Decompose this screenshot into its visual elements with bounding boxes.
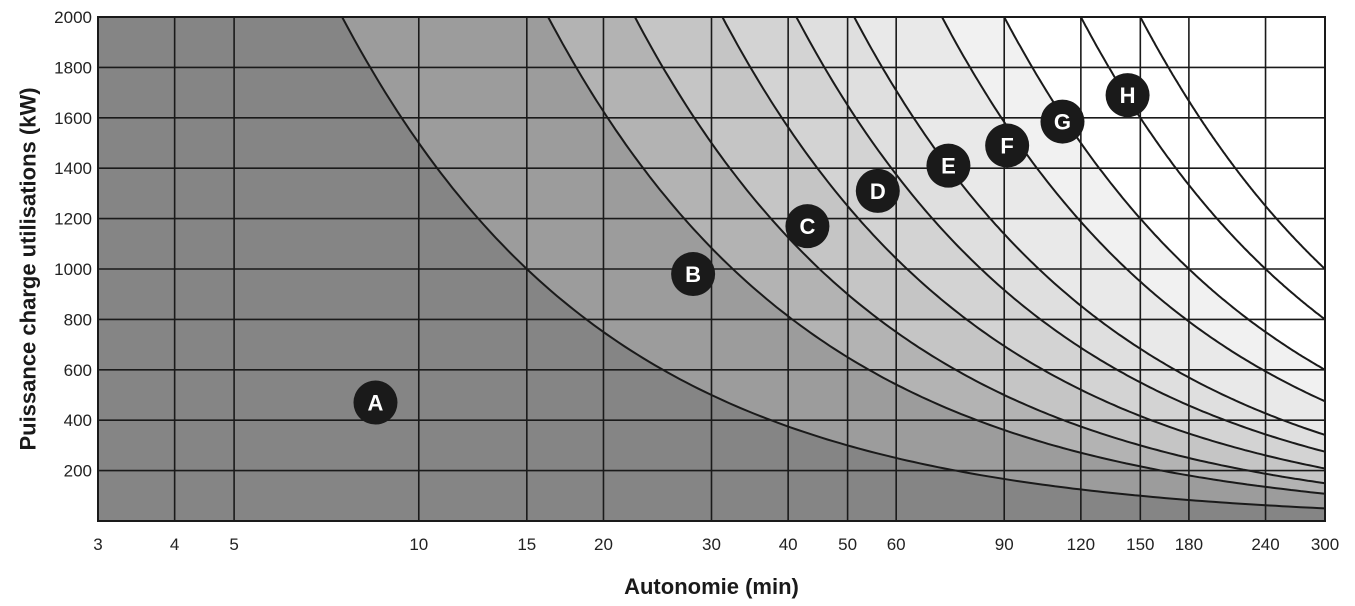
boundary-curve-4	[721, 16, 1326, 470]
y-tick-label-1000: 1000	[54, 260, 92, 279]
zone-fill-10	[1140, 17, 1325, 269]
y-tick-label-1200: 1200	[54, 210, 92, 229]
zone-marker-D: D	[855, 168, 900, 213]
zone-marker-circle-F	[985, 123, 1030, 168]
y-tick-label-1400: 1400	[54, 159, 92, 178]
boundary-curve-3	[634, 16, 1326, 485]
zone-marker-C: C	[785, 204, 830, 249]
zone-label-A: A	[368, 391, 384, 416]
plot-frame	[97, 16, 1326, 522]
x-tick-label-150: 150	[1126, 535, 1154, 554]
y-tick-label-2000: 2000	[54, 8, 92, 27]
x-tick-label-300: 300	[1311, 535, 1339, 554]
zone-marker-circle-D	[855, 168, 900, 213]
zone-marker-circle-C	[785, 204, 830, 249]
y-axis-label: Puissance charge utilisations (kW)	[16, 87, 41, 450]
x-tick-label-30: 30	[702, 535, 721, 554]
zone-label-F: F	[1000, 134, 1013, 159]
y-tick-label-600: 600	[64, 361, 92, 380]
x-tick-label-60: 60	[887, 535, 906, 554]
zone-markers: A B C D E F G H	[353, 73, 1150, 425]
boundary-curve-1	[341, 16, 1326, 510]
boundary-curve-10	[1139, 16, 1326, 270]
x-tick-label-90: 90	[995, 535, 1014, 554]
zone-label-E: E	[941, 154, 956, 179]
boundary-curve-5	[795, 16, 1326, 453]
zone-marker-circle-B	[671, 252, 716, 297]
zone-marker-circle-H	[1105, 73, 1150, 118]
y-axis-ticks: 200 400 600 800 1000 1200 1400 1600 1800 2000	[54, 8, 92, 481]
x-tick-label-15: 15	[517, 535, 536, 554]
zone-marker-circle-G	[1040, 99, 1085, 144]
zone-marker-B: B	[671, 252, 716, 297]
x-tick-label-10: 10	[409, 535, 428, 554]
boundary-curves	[341, 16, 1326, 510]
x-tick-label-50: 50	[838, 535, 857, 554]
x-tick-label-40: 40	[779, 535, 798, 554]
zone-label-H: H	[1120, 83, 1136, 108]
zone-label-B: B	[685, 262, 701, 287]
zone-marker-H: H	[1105, 73, 1150, 118]
x-axis-label: Autonomie (min)	[624, 574, 799, 599]
zone-label-G: G	[1054, 110, 1071, 135]
y-tick-label-800: 800	[64, 310, 92, 329]
zone-marker-E: E	[926, 143, 971, 188]
zone-label-C: C	[799, 214, 815, 239]
x-tick-label-3: 3	[93, 535, 102, 554]
x-tick-label-180: 180	[1175, 535, 1203, 554]
y-tick-label-200: 200	[64, 462, 92, 481]
x-tick-label-4: 4	[170, 535, 179, 554]
x-tick-label-240: 240	[1251, 535, 1279, 554]
zone-marker-G: G	[1040, 99, 1085, 144]
zone-marker-F: F	[985, 123, 1030, 168]
zone-marker-circle-A	[353, 380, 398, 425]
y-tick-label-400: 400	[64, 411, 92, 430]
zone-marker-A: A	[353, 380, 398, 425]
zone-marker-circle-E	[926, 143, 971, 188]
y-tick-label-1800: 1800	[54, 58, 92, 77]
boundary-curve-6	[853, 16, 1326, 436]
zone-label-D: D	[870, 179, 886, 204]
x-axis-ticks: 3 4 5 10 15 20 30 40 50 60 90 120 150 180 240 300	[93, 535, 1339, 554]
boundary-curve-2	[547, 16, 1326, 495]
x-tick-label-5: 5	[229, 535, 238, 554]
x-tick-label-20: 20	[594, 535, 613, 554]
x-tick-label-120: 120	[1067, 535, 1095, 554]
y-tick-label-1600: 1600	[54, 109, 92, 128]
